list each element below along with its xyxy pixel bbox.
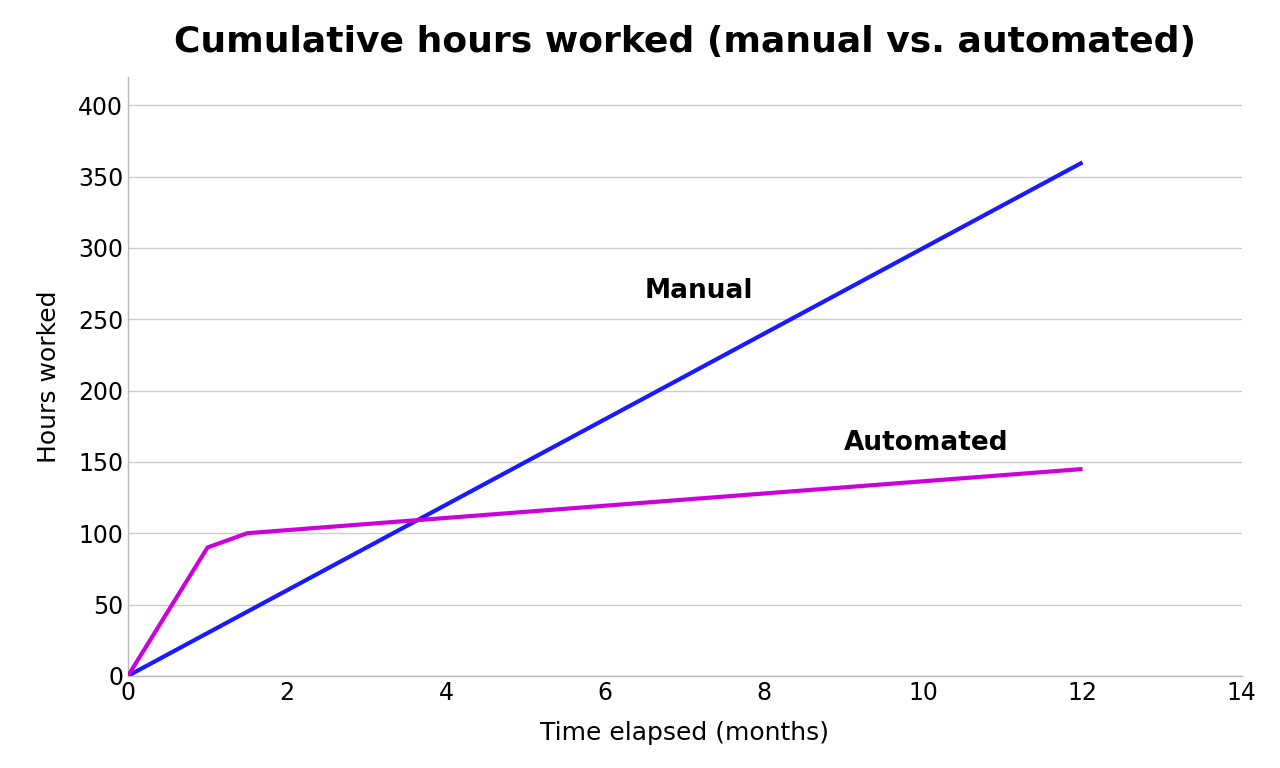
Y-axis label: Hours worked: Hours worked xyxy=(37,290,61,462)
X-axis label: Time elapsed (months): Time elapsed (months) xyxy=(540,721,829,746)
Text: Automated: Automated xyxy=(844,430,1009,456)
Title: Cumulative hours worked (manual vs. automated): Cumulative hours worked (manual vs. auto… xyxy=(174,25,1196,59)
Text: Manual: Manual xyxy=(645,278,754,303)
